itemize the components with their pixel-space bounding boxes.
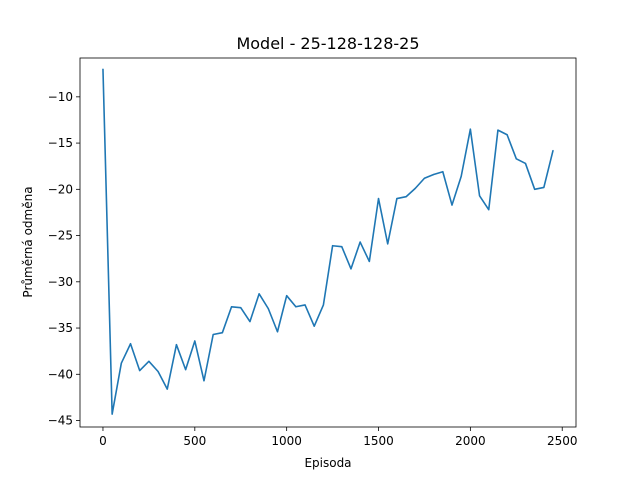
y-tick-label: −20 xyxy=(48,182,73,196)
data-point xyxy=(258,293,260,295)
y-tick-label: −35 xyxy=(48,321,73,335)
data-point xyxy=(396,197,398,200)
x-tick-label: 2000 xyxy=(455,434,486,448)
data-point xyxy=(469,128,471,130)
data-point xyxy=(534,188,536,190)
data-point xyxy=(478,195,481,197)
data-point xyxy=(497,129,499,131)
data-point xyxy=(433,173,435,176)
data-points xyxy=(102,68,554,415)
data-point xyxy=(102,68,104,70)
data-point xyxy=(552,149,554,152)
x-tick-label: 2500 xyxy=(547,434,578,448)
x-axis: 0 500 1000 1500 2000 2500 xyxy=(99,427,577,448)
data-point xyxy=(139,369,141,372)
data-point xyxy=(331,245,334,247)
x-tick-label: 1000 xyxy=(271,434,302,448)
data-point xyxy=(359,241,361,243)
data-point xyxy=(322,304,325,306)
data-point xyxy=(506,134,508,136)
data-point xyxy=(157,370,159,373)
data-point xyxy=(221,332,223,334)
data-point xyxy=(524,162,527,165)
data-point xyxy=(166,388,168,390)
data-point xyxy=(377,197,380,200)
y-tick-label: −30 xyxy=(48,275,73,289)
data-point xyxy=(148,360,150,362)
data-point xyxy=(240,307,242,309)
y-axis: −10 −15 −20 −25 −30 −35 −40 −45 xyxy=(48,90,80,428)
data-point xyxy=(313,325,315,327)
data-point xyxy=(276,331,279,333)
x-tick-label: 1500 xyxy=(363,434,394,448)
data-point xyxy=(175,344,178,346)
data-point xyxy=(405,196,407,198)
data-point xyxy=(350,268,352,270)
y-tick-label: −45 xyxy=(48,414,73,428)
data-point xyxy=(212,333,214,336)
data-point xyxy=(185,369,187,371)
data-point xyxy=(129,343,132,345)
y-tick-label: −10 xyxy=(48,90,73,104)
data-point xyxy=(230,306,233,308)
data-point xyxy=(387,243,389,245)
data-point xyxy=(341,246,343,248)
data-point xyxy=(451,204,453,206)
chart-title: Model - 25-128-128-25 xyxy=(236,34,419,53)
data-point xyxy=(111,413,113,415)
data-point xyxy=(120,362,122,364)
data-point xyxy=(368,260,370,263)
data-point xyxy=(460,175,462,177)
data-point xyxy=(423,177,426,179)
data-point xyxy=(543,186,545,189)
y-tick-label: −40 xyxy=(48,367,73,381)
x-tick-label: 500 xyxy=(183,434,206,448)
plot-area xyxy=(79,57,577,428)
y-tick-label: −25 xyxy=(48,229,73,243)
data-point xyxy=(194,340,196,342)
data-point xyxy=(304,304,306,306)
y-tick-label: −15 xyxy=(48,136,73,150)
data-point xyxy=(286,295,288,297)
x-tick-label: 0 xyxy=(99,434,107,448)
data-point xyxy=(203,380,205,382)
data-point xyxy=(295,306,297,308)
series-line xyxy=(102,69,554,415)
data-point xyxy=(267,308,269,310)
data-point xyxy=(414,187,416,189)
data-point xyxy=(515,158,517,160)
data-point xyxy=(249,320,251,323)
x-axis-label: Episoda xyxy=(304,456,351,470)
y-axis-label: Průměrná odměna xyxy=(21,186,35,297)
data-point xyxy=(442,171,444,173)
data-point xyxy=(488,209,490,211)
